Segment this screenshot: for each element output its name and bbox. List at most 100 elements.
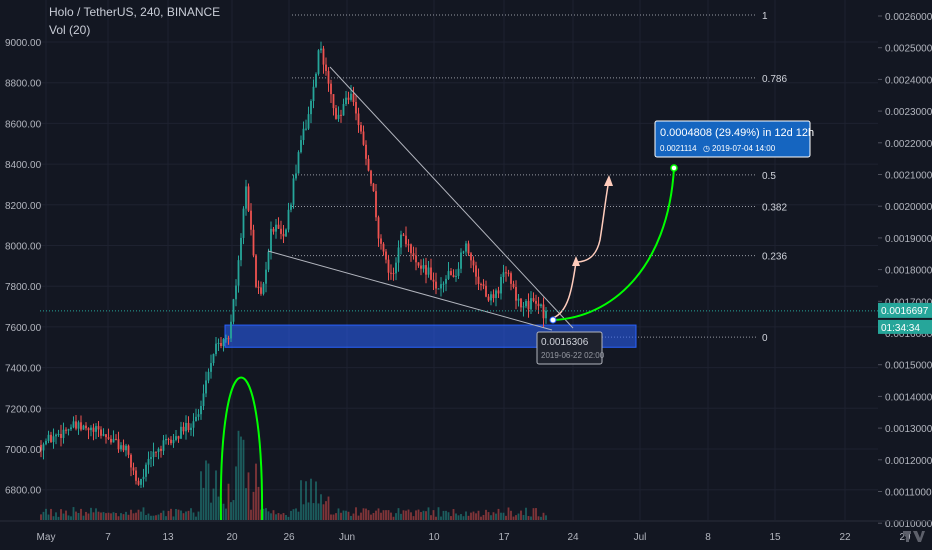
candle-body bbox=[60, 433, 62, 438]
candle-body bbox=[420, 265, 422, 269]
candle-body bbox=[247, 186, 250, 211]
volume-bar bbox=[52, 516, 55, 520]
volume-bar bbox=[197, 511, 200, 520]
candle-body bbox=[412, 253, 415, 256]
candle-body bbox=[537, 303, 540, 307]
candle-body bbox=[335, 108, 337, 119]
candle-body bbox=[212, 354, 215, 364]
time-axis-tick: 29 bbox=[899, 532, 911, 543]
candle-body bbox=[130, 454, 132, 468]
volume-bar bbox=[525, 507, 527, 520]
volume-bar bbox=[477, 510, 480, 520]
volume-bar bbox=[232, 500, 235, 520]
time-axis[interactable]: May 7 13 20 26 Jun 10 17 24 Jul 8 15 22 29 bbox=[0, 520, 932, 543]
candle-body bbox=[495, 290, 497, 299]
volume-bar bbox=[480, 516, 482, 520]
volume-bar bbox=[102, 512, 105, 520]
volume-bar bbox=[337, 508, 340, 520]
volume-bar bbox=[360, 512, 362, 520]
volume-bar bbox=[392, 516, 395, 520]
volume-bar bbox=[110, 513, 112, 520]
volume-bar bbox=[132, 513, 135, 520]
volume-bar bbox=[280, 514, 282, 520]
candle-body bbox=[342, 104, 345, 116]
volume-bar bbox=[135, 512, 137, 520]
candle-body bbox=[427, 267, 430, 275]
right-axis-tick: 0.0024000 bbox=[885, 75, 932, 86]
right-price-axis[interactable]: 0.0026000 0.0025000 0.0024000 0.0023000 0.00… bbox=[878, 0, 932, 530]
candle-body bbox=[262, 283, 265, 294]
candle-body bbox=[80, 422, 82, 430]
volume-bar bbox=[190, 508, 192, 520]
volume-bar bbox=[422, 510, 425, 520]
candle-body bbox=[315, 73, 317, 87]
volume-bar bbox=[485, 509, 487, 520]
candle-body bbox=[112, 438, 115, 443]
candle-body bbox=[85, 425, 87, 429]
volume-bar bbox=[310, 478, 312, 520]
volume-bar bbox=[40, 514, 42, 520]
volume-bar bbox=[65, 510, 67, 520]
volume-bar bbox=[187, 510, 190, 520]
volume-bar bbox=[222, 503, 225, 520]
wedge-lower-line bbox=[267, 250, 553, 331]
candle-body bbox=[155, 451, 157, 453]
candle-body bbox=[137, 480, 140, 485]
right-axis-tick: 0.0019000 bbox=[885, 234, 932, 245]
candle-body bbox=[260, 287, 262, 294]
volume-bar bbox=[235, 466, 237, 520]
candle-body bbox=[545, 310, 547, 319]
candle-body bbox=[302, 128, 305, 141]
candle-body bbox=[195, 416, 197, 422]
volume-bar bbox=[240, 436, 242, 520]
volume-bar bbox=[125, 511, 127, 520]
right-axis-tick: 0.0010000 bbox=[885, 519, 932, 530]
candle-body bbox=[385, 251, 387, 260]
volume-bar bbox=[455, 513, 457, 520]
volume-bar bbox=[452, 509, 455, 520]
volume-bar bbox=[322, 504, 325, 520]
candle-body bbox=[205, 380, 207, 394]
volume-bar bbox=[435, 516, 437, 520]
candle-body bbox=[180, 426, 182, 439]
candle-body bbox=[197, 414, 200, 417]
candle-body bbox=[50, 434, 52, 443]
left-axis-tick: 7200.00 bbox=[5, 404, 42, 415]
candle-body bbox=[207, 371, 210, 381]
volume-bar bbox=[267, 511, 270, 520]
candle-body bbox=[502, 272, 505, 277]
candle-body bbox=[202, 393, 205, 407]
candle-body bbox=[267, 251, 270, 270]
volume-bar bbox=[180, 510, 182, 520]
volume-bar bbox=[532, 508, 535, 520]
candle-body bbox=[55, 434, 57, 437]
candle-body bbox=[232, 299, 235, 322]
candle-body bbox=[242, 208, 245, 238]
candle-body bbox=[520, 298, 522, 308]
low-tooltip-box bbox=[536, 331, 603, 365]
volume-bar bbox=[277, 513, 280, 520]
candle-body bbox=[162, 440, 165, 451]
volume-bar bbox=[527, 516, 530, 520]
tradingview-logo-icon[interactable] bbox=[902, 528, 926, 544]
candle-body bbox=[285, 229, 287, 237]
volume-bar bbox=[80, 508, 82, 520]
volume-bar bbox=[342, 510, 345, 520]
right-axis-tick: 0.0020000 bbox=[885, 202, 932, 213]
candle-body bbox=[257, 286, 260, 288]
candle-body bbox=[95, 426, 97, 432]
volume-bar bbox=[362, 508, 365, 520]
volume-bar bbox=[260, 509, 262, 520]
candle-body bbox=[97, 426, 100, 430]
candle-body bbox=[70, 427, 72, 430]
volume-bar bbox=[107, 512, 110, 520]
volume-bar bbox=[332, 514, 335, 520]
candle-body bbox=[425, 265, 427, 275]
volume-bar bbox=[410, 512, 412, 520]
candle-body bbox=[482, 284, 485, 286]
candle-body bbox=[527, 300, 530, 310]
candle-body bbox=[370, 170, 372, 184]
volume-bar bbox=[145, 515, 147, 520]
candle-body bbox=[182, 426, 185, 432]
